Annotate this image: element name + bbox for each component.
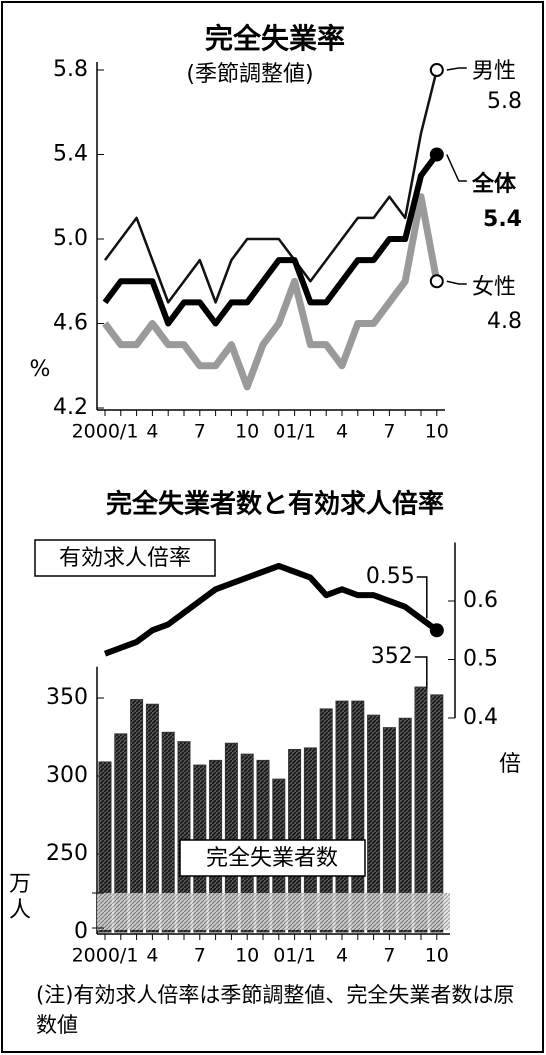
x-tick-label: 01/1 bbox=[273, 945, 316, 967]
value-label: 5.8 bbox=[487, 89, 522, 114]
y-tick-label: 0 bbox=[74, 919, 88, 944]
x-tick-label: 01/1 bbox=[273, 421, 316, 443]
y-tick-label: 5.8 bbox=[53, 57, 88, 82]
series-line bbox=[102, 193, 441, 391]
x-tick-label: 4 bbox=[146, 945, 158, 967]
bar bbox=[414, 686, 428, 933]
y-tick-label: 4.2 bbox=[53, 395, 88, 420]
y-tick-label: 5.0 bbox=[53, 226, 88, 251]
y-tick-label: 5.4 bbox=[53, 142, 88, 167]
y-tick-label: 350 bbox=[46, 685, 88, 710]
legend-label: 完全失業者数 bbox=[206, 846, 338, 871]
x-tick-label: 10 bbox=[235, 421, 259, 443]
bar bbox=[161, 731, 175, 933]
bar bbox=[430, 694, 444, 933]
value-label: 0.55 bbox=[366, 564, 415, 589]
y-tick-label: 4.6 bbox=[53, 311, 88, 336]
y-label: 万人 bbox=[9, 872, 31, 923]
x-tick-label: 10 bbox=[425, 421, 449, 443]
end-point bbox=[429, 63, 444, 77]
y-label: % bbox=[30, 357, 51, 382]
x-tick-label: 10 bbox=[425, 945, 449, 967]
end-point bbox=[429, 147, 444, 162]
title: 完全失業者数と有効求人倍率 bbox=[106, 489, 444, 520]
x-tick-label: 2000/1 bbox=[72, 421, 139, 443]
value-label: 5.4 bbox=[483, 207, 522, 232]
legend-box bbox=[179, 839, 366, 877]
end-point bbox=[429, 274, 444, 289]
legend-label: 有効求人倍率 bbox=[59, 546, 191, 571]
x-tick-label: 7 bbox=[383, 421, 395, 443]
x-tick-label: 7 bbox=[383, 945, 395, 967]
bar bbox=[98, 761, 112, 933]
bar bbox=[177, 741, 191, 933]
bar bbox=[224, 742, 238, 933]
series-line bbox=[103, 562, 439, 657]
x-tick-label: 2000/1 bbox=[72, 945, 139, 967]
x-tick-label: 7 bbox=[194, 421, 206, 443]
value-label: 352 bbox=[371, 644, 413, 669]
y2-tick-label: 0.4 bbox=[463, 705, 498, 730]
title: 完全失業率 bbox=[205, 22, 345, 55]
end-point bbox=[429, 623, 444, 638]
series-name: 男性 bbox=[472, 59, 516, 84]
subtitle: (季節調整値) bbox=[186, 62, 313, 87]
bar bbox=[367, 714, 381, 933]
x-tick-label: 10 bbox=[235, 945, 259, 967]
y2-tick-label: 0.6 bbox=[463, 588, 498, 613]
series-line bbox=[102, 152, 440, 327]
y-tick-label: 300 bbox=[46, 763, 88, 788]
leader bbox=[416, 576, 428, 619]
leader bbox=[446, 67, 467, 71]
leader bbox=[414, 656, 428, 689]
series-line bbox=[103, 69, 439, 304]
y2-tick-label: 0.5 bbox=[463, 647, 498, 672]
x-tick-label: 4 bbox=[146, 421, 158, 443]
bar bbox=[130, 699, 144, 933]
y2-label: 倍 bbox=[499, 752, 521, 777]
x-tick-label: 4 bbox=[336, 421, 348, 443]
x-tick-label: 4 bbox=[336, 945, 348, 967]
bar bbox=[382, 727, 396, 933]
value-label: 4.8 bbox=[487, 309, 522, 334]
leader bbox=[446, 280, 467, 285]
series-name: 女性 bbox=[472, 275, 516, 300]
leader bbox=[446, 154, 467, 182]
axis-break bbox=[97, 893, 450, 930]
y-tick-label: 250 bbox=[46, 841, 88, 866]
x-tick-label: 7 bbox=[194, 945, 206, 967]
legend-box bbox=[34, 539, 216, 577]
bar bbox=[398, 717, 412, 933]
bar bbox=[145, 703, 159, 933]
series-name: 全体 bbox=[471, 171, 517, 197]
note: (注)有効求人倍率は季節調整値、完全失業者数は原数値 bbox=[36, 983, 515, 1037]
bar bbox=[114, 733, 128, 933]
